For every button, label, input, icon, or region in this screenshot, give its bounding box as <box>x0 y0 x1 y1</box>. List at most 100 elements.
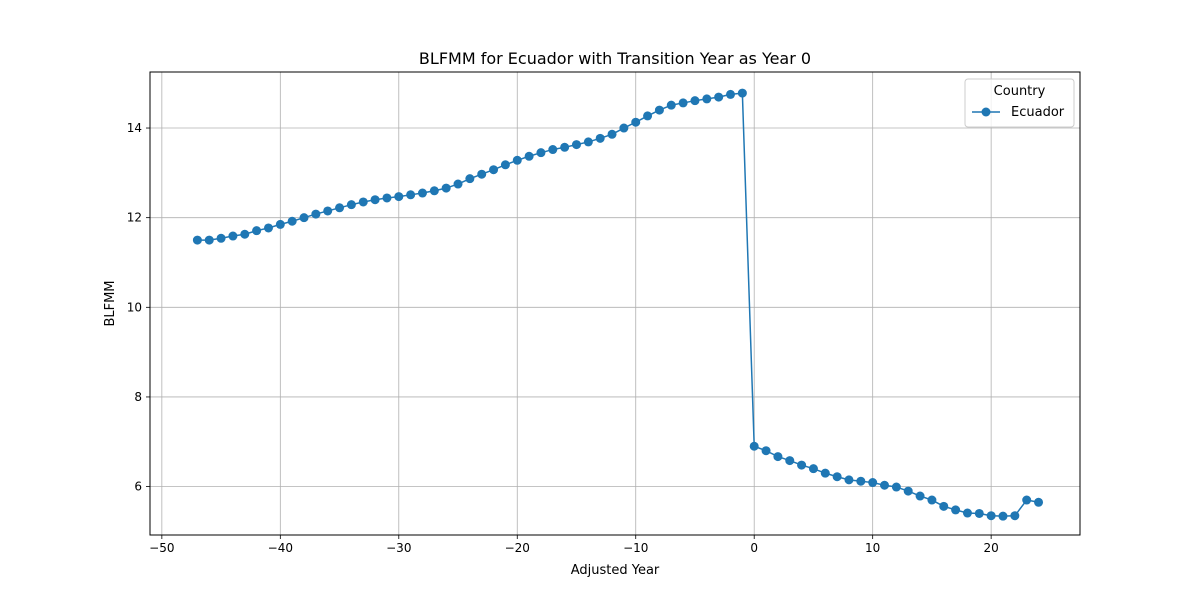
data-point <box>737 88 747 98</box>
x-tick-label: 0 <box>750 541 758 555</box>
data-point <box>939 501 949 511</box>
data-point <box>903 486 913 496</box>
data-point <box>832 472 842 482</box>
data-point <box>773 452 783 462</box>
data-point <box>192 235 202 245</box>
grid <box>150 72 1080 535</box>
data-point <box>808 464 818 474</box>
data-point <box>323 206 333 216</box>
data-point <box>880 480 890 490</box>
data-point <box>797 460 807 470</box>
plot-frame <box>149 71 1081 536</box>
data-point <box>465 174 475 184</box>
data-point <box>536 148 546 158</box>
data-point <box>263 223 273 233</box>
data-point <box>891 482 901 492</box>
data-point <box>643 111 653 121</box>
data-point <box>429 186 439 196</box>
data-point <box>583 137 593 147</box>
data-point <box>654 105 664 115</box>
x-axis-label: Adjusted Year <box>571 563 660 578</box>
data-point <box>370 195 380 205</box>
data-point <box>595 133 605 143</box>
data-point <box>406 190 416 200</box>
data-point <box>453 179 463 189</box>
x-tick-label: −10 <box>623 541 648 555</box>
data-point <box>986 511 996 521</box>
y-tick-label: 6 <box>134 480 142 494</box>
series-layer <box>192 88 1044 521</box>
y-tick-label: 14 <box>127 121 142 135</box>
x-tick-label: −20 <box>505 541 530 555</box>
data-point <box>868 478 878 488</box>
data-point <box>844 475 854 485</box>
legend: Country Ecuador <box>964 78 1075 128</box>
data-point <box>287 216 297 226</box>
data-point <box>619 123 629 133</box>
data-point <box>998 511 1008 521</box>
data-point <box>631 117 641 127</box>
legend-title: Country <box>994 84 1046 99</box>
y-tick-label: 10 <box>127 300 142 314</box>
data-point <box>394 192 404 202</box>
data-point <box>749 441 759 451</box>
data-point <box>417 188 427 198</box>
data-point <box>1022 495 1032 505</box>
data-point <box>335 203 345 213</box>
data-point <box>785 456 795 466</box>
data-point <box>951 505 961 515</box>
data-point <box>252 226 262 236</box>
x-tick-label: 10 <box>865 541 880 555</box>
data-point <box>607 129 617 139</box>
y-axis: 6 8 10 12 14 <box>127 121 150 494</box>
data-point <box>477 169 487 179</box>
data-point <box>1034 497 1044 507</box>
legend-label: Ecuador <box>1011 105 1065 120</box>
data-point <box>678 98 688 108</box>
x-tick-label: −30 <box>386 541 411 555</box>
x-tick-label: 20 <box>984 541 999 555</box>
data-point <box>666 100 676 110</box>
data-point <box>524 151 534 161</box>
data-point <box>358 197 368 207</box>
data-point <box>820 468 830 478</box>
data-point <box>382 193 392 203</box>
x-tick-label: −40 <box>268 541 293 555</box>
data-point <box>204 235 214 245</box>
legend-box <box>964 78 1075 128</box>
data-point <box>240 229 250 239</box>
data-point <box>228 231 238 241</box>
data-point <box>500 160 510 170</box>
y-axis-label: BLFMM <box>103 280 118 326</box>
data-point <box>1010 511 1020 521</box>
data-point <box>962 508 972 518</box>
legend-marker-swatch <box>981 107 991 117</box>
data-point <box>915 491 925 501</box>
data-point <box>216 233 226 243</box>
data-point <box>726 89 736 99</box>
data-point <box>974 508 984 518</box>
data-point <box>856 476 866 486</box>
data-point <box>690 96 700 106</box>
data-point <box>275 219 285 229</box>
data-point <box>311 209 321 219</box>
data-point <box>489 165 499 175</box>
x-axis: −50 −40 −30 −20 −10 0 10 20 <box>149 535 999 555</box>
data-point <box>571 140 581 150</box>
x-tick-label: −50 <box>149 541 174 555</box>
data-point <box>512 155 522 165</box>
y-tick-label: 8 <box>134 390 142 404</box>
data-point <box>560 142 570 152</box>
chart-title: BLFMM for Ecuador with Transition Year a… <box>419 49 811 68</box>
data-point <box>346 200 356 210</box>
data-point <box>702 94 712 104</box>
data-point <box>761 446 771 456</box>
data-point <box>714 92 724 102</box>
data-point <box>441 183 451 193</box>
y-tick-label: 12 <box>127 211 142 225</box>
data-point <box>299 213 309 223</box>
data-point <box>927 495 937 505</box>
data-point <box>548 145 558 155</box>
